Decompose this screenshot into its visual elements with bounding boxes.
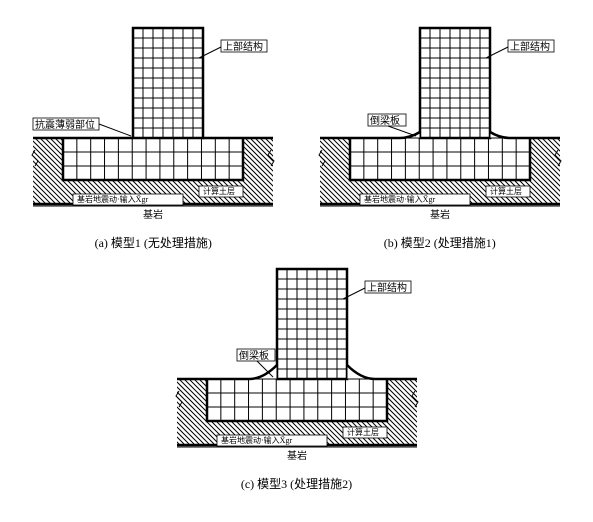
caption-a: (a) 模型1 (无处理措施) [95, 234, 212, 251]
svg-text:倒梁板: 倒梁板 [370, 114, 400, 127]
svg-text:上部结构: 上部结构 [367, 281, 407, 294]
diagram-model-3: 上部结构倒梁板计算土层计算土层基岩地震动·输入X̄gr基岩 [167, 261, 427, 471]
svg-text:基岩: 基岩 [143, 208, 163, 221]
svg-text:计算土层: 计算土层 [203, 186, 235, 196]
row-bottom: 上部结构倒梁板计算土层计算土层基岩地震动·输入X̄gr基岩 (c) 模型3 (处… [10, 261, 583, 492]
caption-c: (c) 模型3 (处理措施2) [241, 475, 352, 492]
svg-text:基岩: 基岩 [430, 208, 450, 221]
svg-text:倒梁板: 倒梁板 [239, 349, 269, 362]
diagram-model-1: 上部结构抗震薄弱部位计算土层计算土层基岩地震动·输入X̄gr基岩 [23, 20, 283, 230]
svg-text:上部结构: 上部结构 [223, 40, 263, 53]
panel-b: 上部结构倒梁板计算土层计算土层基岩地震动·输入X̄gr基岩 (b) 模型2 (处… [310, 20, 570, 251]
svg-text:基岩: 基岩 [287, 449, 307, 462]
svg-text:计算土层: 计算土层 [490, 186, 522, 196]
row-top: 上部结构抗震薄弱部位计算土层 计算土层基岩地震动·输入X̄gr 基岩 (a) 模型1… [10, 20, 583, 251]
panel-a: 上部结构抗震薄弱部位计算土层计算土层基岩地震动·输入X̄gr基岩 (a) 模型1… [23, 20, 283, 251]
caption-b: (b) 模型2 (处理措施1) [384, 234, 496, 251]
svg-text:计算土层: 计算土层 [347, 427, 379, 437]
svg-text:上部结构: 上部结构 [510, 40, 550, 53]
diagram-model-2: 上部结构倒梁板计算土层计算土层基岩地震动·输入X̄gr基岩 [310, 20, 570, 230]
panel-c: 上部结构倒梁板计算土层计算土层基岩地震动·输入X̄gr基岩 (c) 模型3 (处… [167, 261, 427, 492]
svg-text:基岩地震动·输入X̄gr: 基岩地震动·输入X̄gr [221, 435, 292, 445]
svg-text:基岩地震动·输入X̄gr: 基岩地震动·输入X̄gr [77, 194, 148, 204]
svg-text:抗震薄弱部位: 抗震薄弱部位 [35, 118, 95, 131]
svg-text:基岩地震动·输入X̄gr: 基岩地震动·输入X̄gr [364, 194, 435, 204]
